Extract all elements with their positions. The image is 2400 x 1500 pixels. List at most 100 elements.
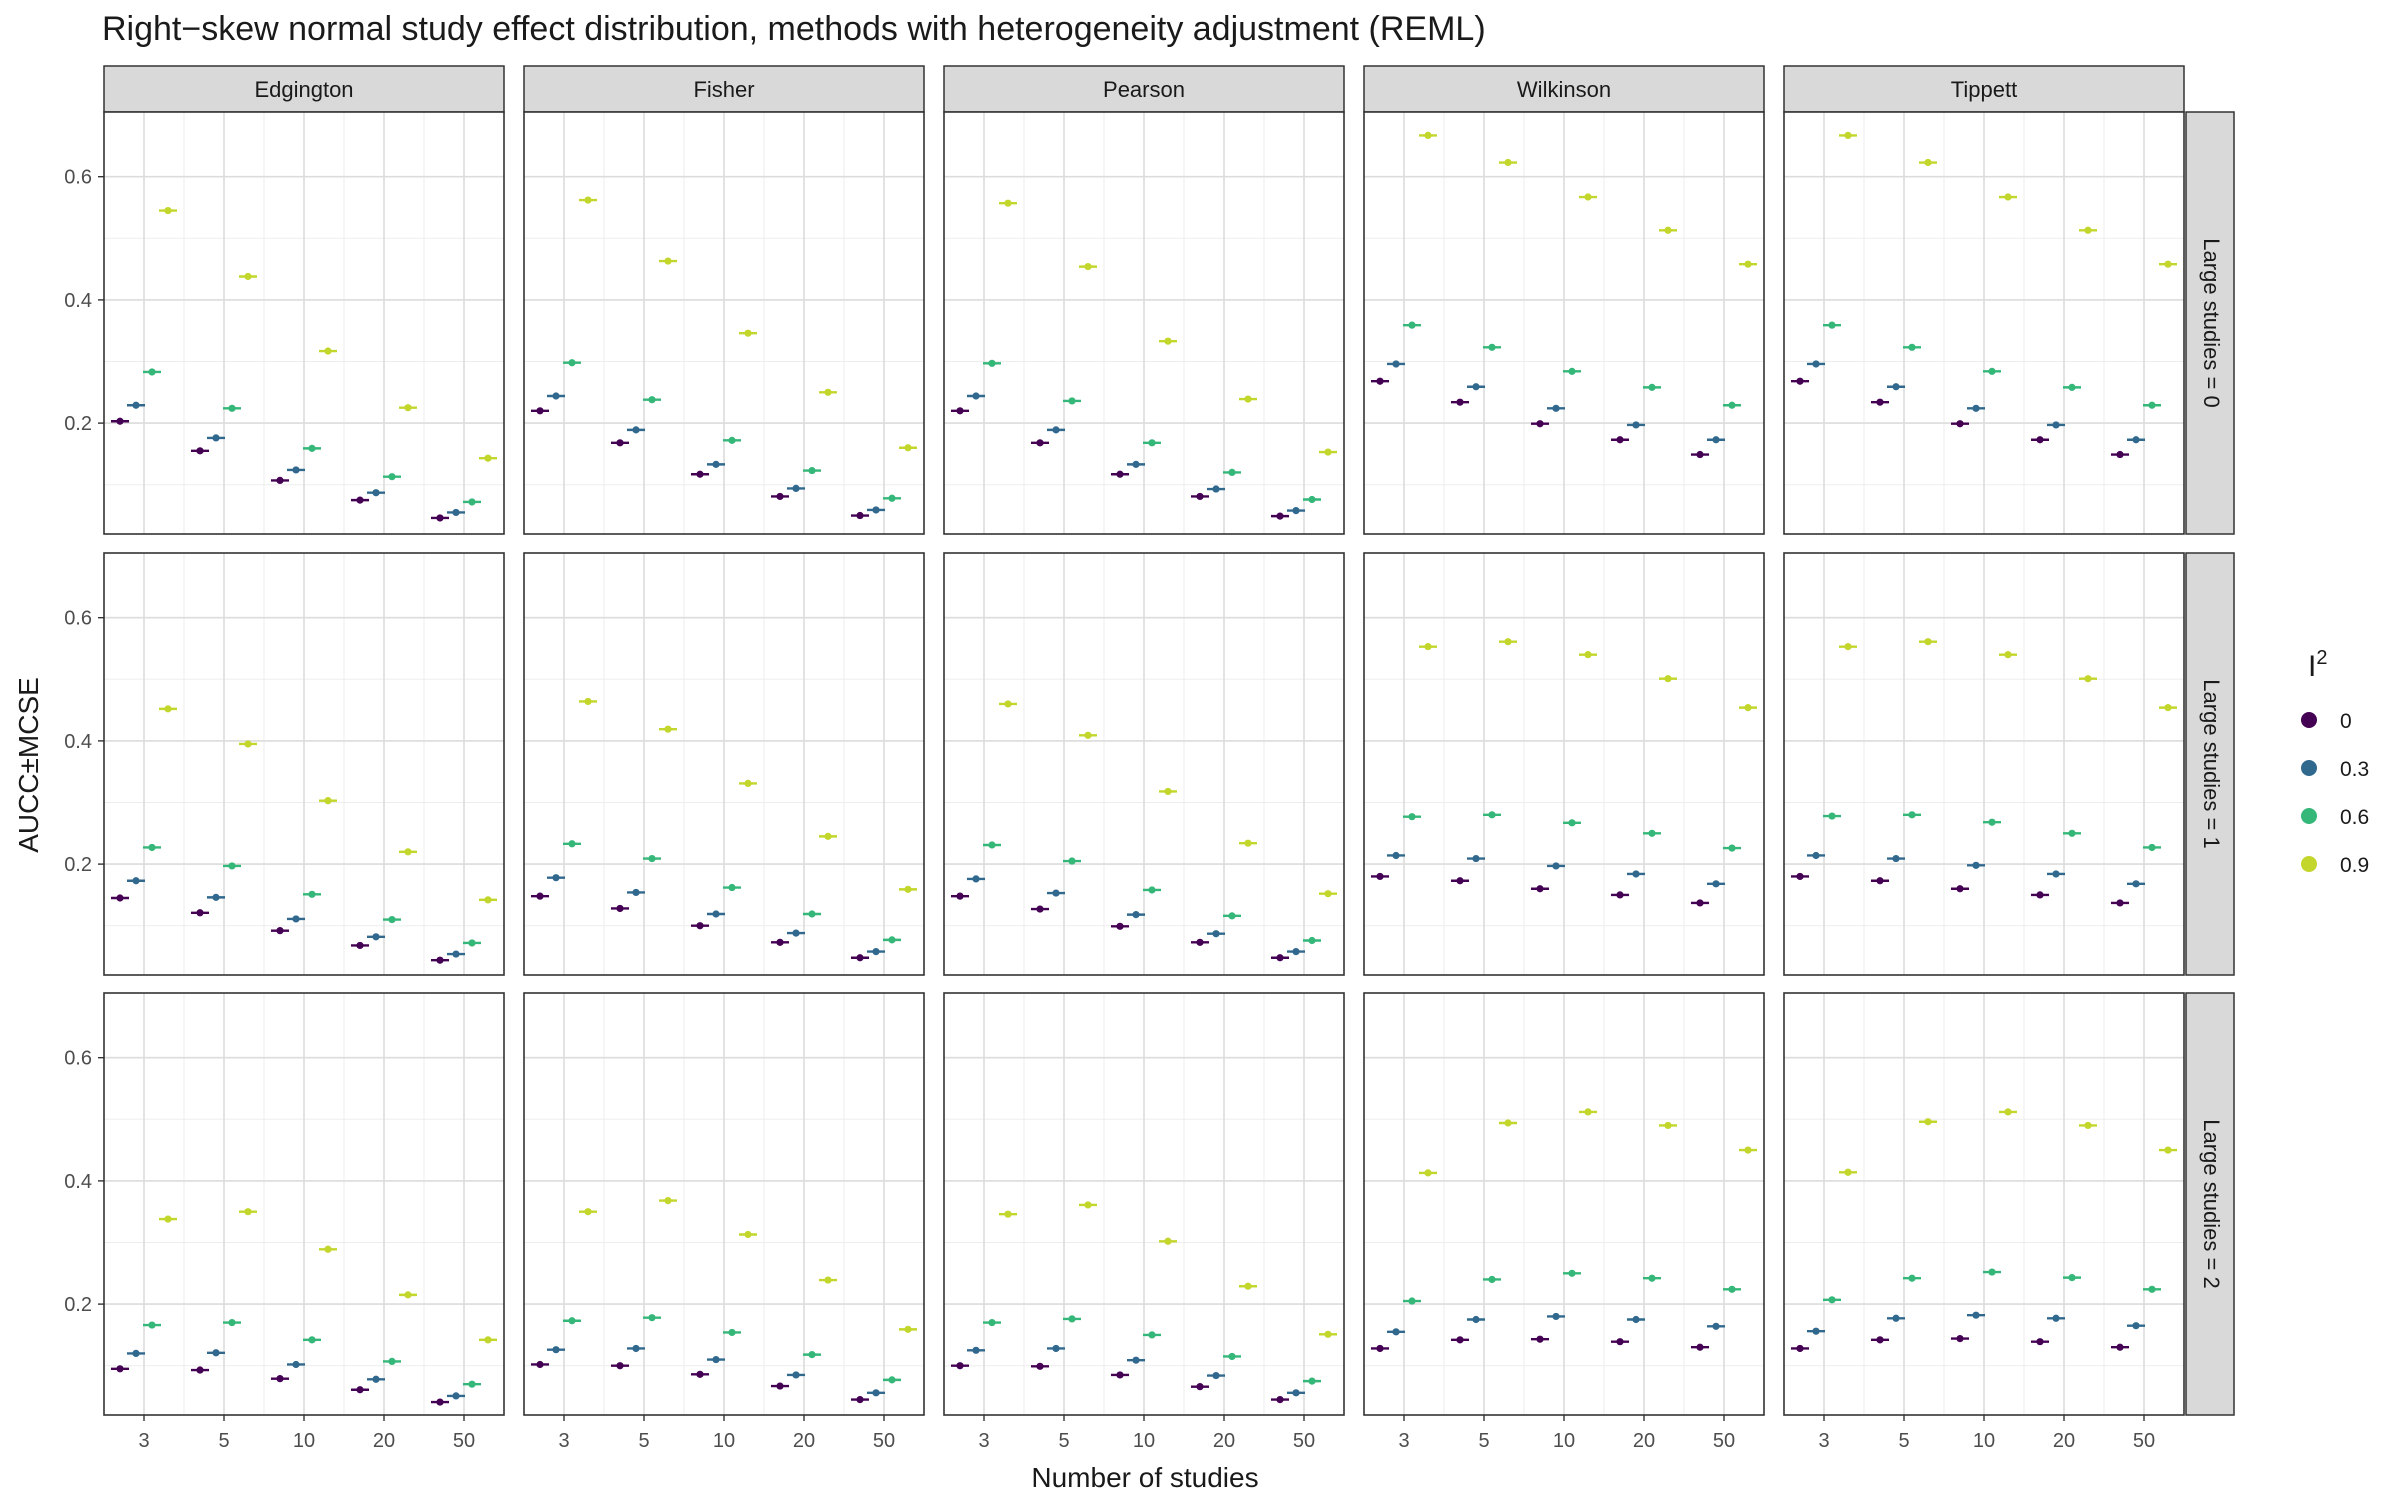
data-point-fisher-3-i2-0.6 [563,840,581,848]
point-marker [308,890,316,898]
legend-entry-0: 0 [2301,710,2352,733]
data-point-tippett-3-i2-0 [1791,1344,1809,1353]
legend-label: 0.3 [2340,758,2369,781]
point-marker [1324,448,1332,456]
point-marker [1712,1322,1720,1330]
legend-key [2301,712,2317,728]
point-marker [116,894,124,902]
point-marker [1892,383,1900,391]
point-marker [1424,643,1432,651]
data-point-edgington-20-i2-0 [351,941,369,950]
point-marker [616,1362,624,1370]
point-marker [856,1395,864,1404]
point-marker [1116,470,1124,478]
point-marker [484,1336,492,1344]
point-marker [2132,880,2140,888]
data-point-fisher-20-i2-0.3 [787,1371,805,1379]
point-marker [1196,1383,1204,1391]
data-point-edgington-5-i2-0.3 [207,893,225,901]
data-point-fisher-10-i2-0.9 [739,779,757,788]
data-point-wilkinson-5-i2-0 [1451,877,1469,885]
data-point-wilkinson-50-i2-0.3 [1707,880,1725,888]
data-point-pearson-50-i2-0.9 [1319,890,1337,898]
point-marker [1068,1315,1076,1323]
data-point-tippett-10-i2-0 [1951,1335,1969,1343]
point-marker [1796,872,1804,881]
data-point-edgington-50-i2-0 [431,1398,449,1406]
data-point-pearson-3-i2-0 [951,892,969,900]
point-marker [1276,512,1284,520]
data-point-edgington-3-i2-0.9 [159,705,177,713]
point-marker [988,841,996,849]
panel-pearson-row-0 [943,111,1345,535]
data-point-fisher-10-i2-0.3 [707,910,725,918]
data-point-edgington-50-i2-0.6 [463,1380,481,1388]
point-marker [356,941,364,950]
data-point-tippett-10-i2-0.6 [1983,367,2001,375]
row-strip-label: Large studies = 0 [2199,238,2224,407]
x-tick-label: 10 [1133,1430,1155,1452]
legend-title-base: I [2308,650,2316,683]
point-marker [568,840,576,848]
point-marker [1584,651,1592,659]
point-marker [1376,1344,1384,1353]
point-marker [808,1351,816,1359]
data-point-pearson-3-i2-0.9 [999,199,1017,207]
data-point-fisher-5-i2-0.3 [627,888,645,897]
data-point-wilkinson-3-i2-0.9 [1419,131,1437,140]
data-point-wilkinson-3-i2-0.9 [1419,643,1437,651]
data-point-pearson-10-i2-0.9 [1159,787,1177,796]
x-axis-title: Number of studies [1031,1462,1258,1493]
point-marker [1376,377,1384,385]
data-point-fisher-50-i2-0.6 [883,494,901,502]
data-point-tippett-20-i2-0 [2031,436,2049,444]
point-marker [2148,843,2156,852]
data-point-fisher-20-i2-0.6 [803,910,821,918]
point-marker [1616,436,1624,444]
point-marker [792,929,800,937]
point-marker [1504,1119,1512,1127]
row-strip-label: Large studies = 1 [2199,679,2224,848]
data-point-edgington-10-i2-0.9 [319,1245,337,1253]
data-point-pearson-3-i2-0.9 [999,1210,1017,1218]
data-point-tippett-3-i2-0.6 [1823,321,1841,329]
point-marker [824,1276,832,1284]
data-point-edgington-10-i2-0.3 [287,915,305,923]
data-point-fisher-5-i2-0.3 [627,426,645,434]
legend-title-superscript: 2 [2316,647,2327,669]
x-tick-label: 5 [1058,1430,1069,1452]
point-marker [148,843,156,852]
point-marker [372,933,380,941]
data-point-wilkinson-10-i2-0 [1531,1335,1549,1343]
point-marker [1844,1168,1852,1176]
data-point-pearson-10-i2-0.9 [1159,337,1177,345]
data-point-tippett-20-i2-0.9 [2079,226,2097,234]
point-marker [552,1346,560,1354]
legend-label: 0 [2340,710,2352,733]
data-point-wilkinson-50-i2-0.6 [1723,401,1741,409]
point-marker [228,404,236,412]
data-point-wilkinson-50-i2-0.6 [1723,844,1741,852]
data-point-edgington-50-i2-0.6 [463,498,481,506]
data-point-tippett-5-i2-0.3 [1887,383,1905,391]
data-point-edgington-10-i2-0.6 [303,444,321,452]
y-tick-label: 0.4 [64,290,92,312]
x-tick-label: 3 [1398,1430,1409,1452]
panel-border [103,111,505,535]
point-marker [292,1360,300,1369]
x-tick-label: 20 [1633,1430,1655,1452]
x-tick-label: 3 [1818,1430,1829,1452]
data-point-pearson-5-i2-0.3 [1047,889,1065,897]
point-marker [972,875,980,883]
data-point-tippett-5-i2-0.9 [1919,1118,1937,1126]
point-marker [792,484,800,493]
data-point-fisher-5-i2-0.9 [659,257,677,265]
data-point-wilkinson-10-i2-0 [1531,885,1549,893]
data-point-fisher-20-i2-0.9 [819,388,837,396]
strip-wilkinson: Wilkinson [1363,65,1765,113]
data-point-pearson-20-i2-0.3 [1207,485,1225,493]
data-point-wilkinson-20-i2-0.9 [1659,1121,1677,1130]
data-point-pearson-3-i2-0.6 [983,841,1001,849]
data-point-wilkinson-10-i2-0.6 [1563,1269,1581,1277]
point-marker [1004,199,1012,207]
